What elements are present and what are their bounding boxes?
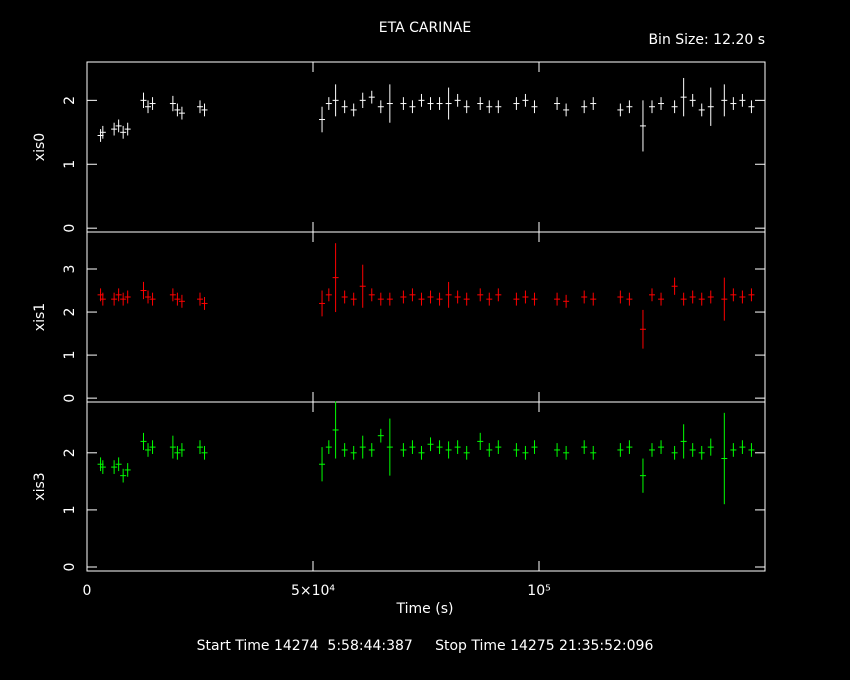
y-tick-label: 1: [62, 160, 78, 169]
y-axis-label: xis3: [32, 472, 48, 500]
y-tick-label: 0: [62, 394, 78, 403]
y-axis-label: xis1: [32, 303, 48, 331]
plot-frame: [86, 61, 766, 233]
footer: Start Time 14274 5:58:44:387 Stop Time 1…: [197, 638, 654, 654]
plot-frame: [86, 231, 766, 403]
x-tick-label: 0: [83, 583, 92, 599]
y-tick-label: 2: [62, 448, 78, 457]
plot-frame: [86, 401, 766, 572]
x-tick-label: 5×10⁴: [291, 583, 335, 599]
y-tick-label: 2: [62, 308, 78, 317]
y-axis-label: xis0: [32, 133, 48, 161]
y-tick-label: 2: [62, 96, 78, 105]
y-tick-label: 1: [62, 351, 78, 360]
y-tick-label: 1: [62, 505, 78, 514]
bin-size: Bin Size: 12.20 s: [648, 32, 765, 48]
chart-title: ETA CARINAE: [379, 20, 471, 36]
y-tick-label: 3: [62, 265, 78, 274]
y-tick-label: 0: [62, 563, 78, 572]
y-tick-label: 0: [62, 224, 78, 233]
x-axis-label: Time (s): [396, 601, 454, 617]
x-tick-label: 10⁵: [527, 583, 550, 599]
